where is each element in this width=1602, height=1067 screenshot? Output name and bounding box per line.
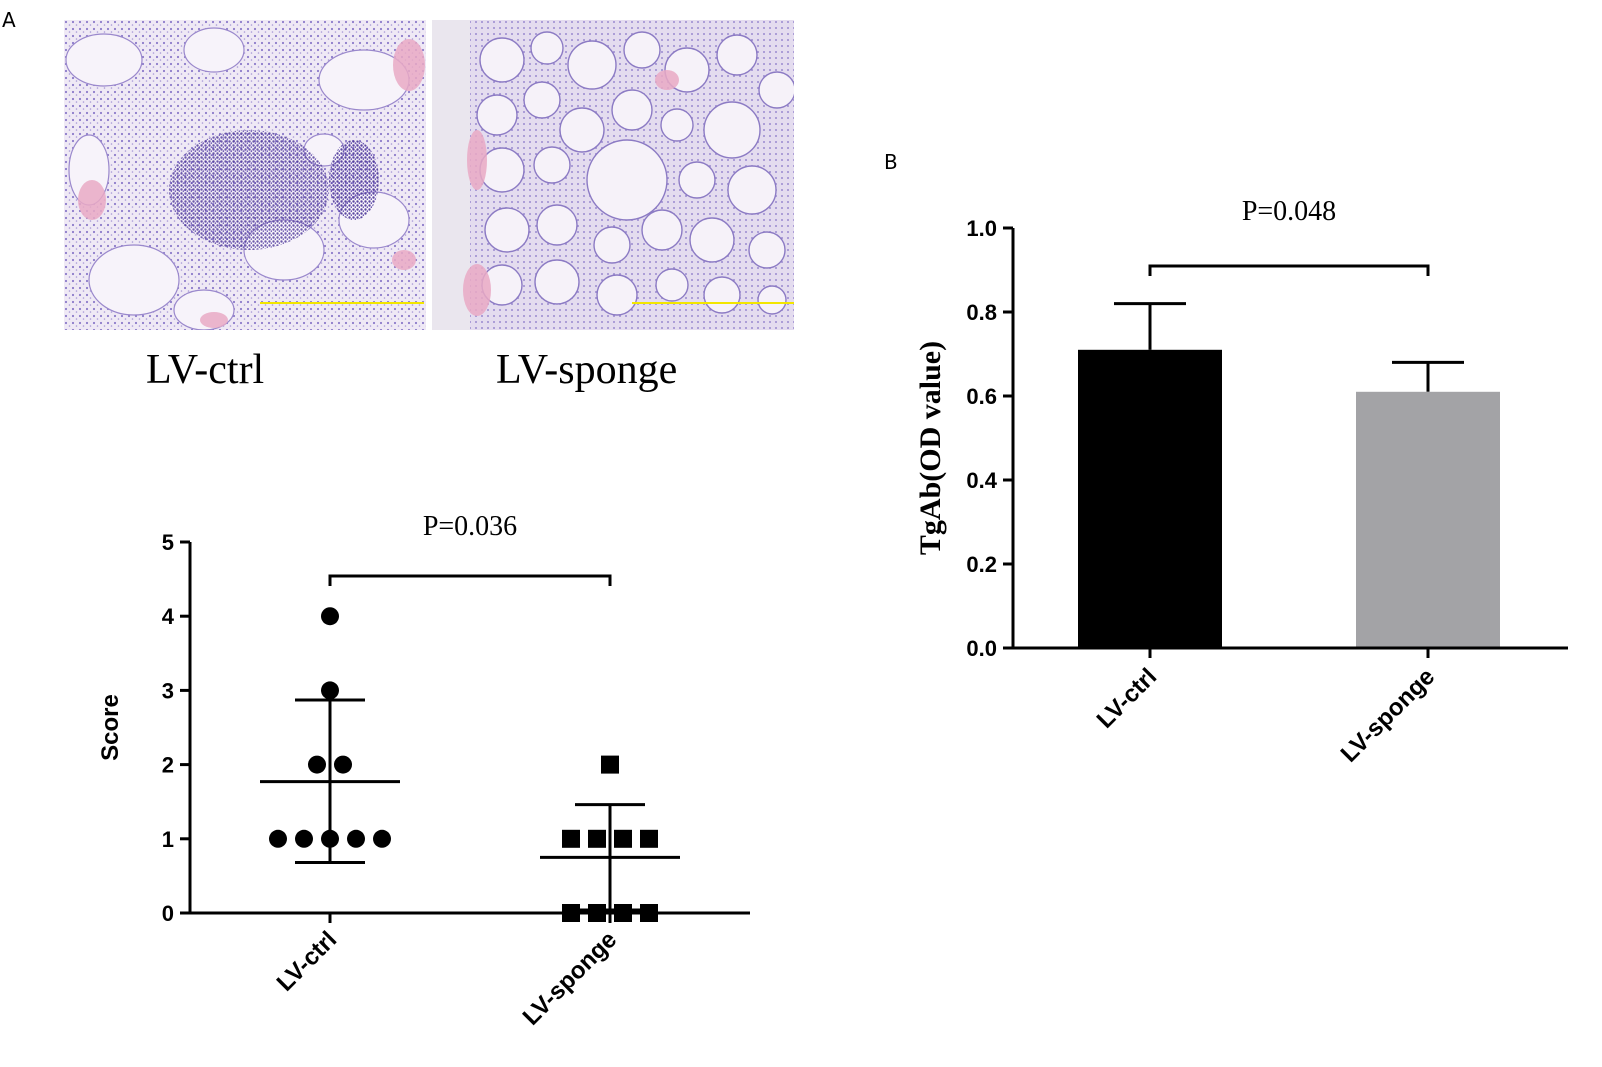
micrograph-lv-sponge — [432, 20, 794, 330]
data-point-lv-ctrl — [334, 755, 352, 774]
data-point-lv-sponge — [614, 904, 632, 922]
data-point-lv-ctrl — [321, 607, 339, 626]
y-axis-title: Score — [97, 694, 124, 761]
y-tick-label: 1 — [162, 827, 174, 852]
data-point-lv-ctrl — [269, 829, 287, 848]
micrograph-lv-ctrl-image — [64, 20, 426, 330]
x-tick-label: LV-ctrl — [1092, 663, 1163, 734]
data-point-lv-sponge — [588, 829, 606, 848]
x-tick-label: LV-sponge — [1336, 663, 1441, 768]
data-point-lv-sponge — [588, 904, 606, 922]
data-point-lv-ctrl — [308, 755, 326, 774]
y-tick-label: 0.0 — [966, 636, 997, 661]
data-point-lv-sponge — [562, 904, 580, 922]
y-tick-label: 2 — [162, 753, 174, 778]
x-tick-label: LV-ctrl — [272, 926, 343, 997]
data-point-lv-sponge — [614, 829, 632, 848]
y-axis-title: TgAb(OD value) — [914, 341, 947, 555]
y-tick-label: 0.2 — [966, 552, 997, 577]
data-point-lv-sponge — [601, 755, 619, 774]
data-point-lv-sponge — [562, 829, 580, 848]
caption-lv-ctrl: LV-ctrl — [146, 347, 265, 393]
panel-b-label: B — [884, 150, 898, 174]
panel-a-label: A — [2, 8, 16, 32]
significance-bracket — [328, 574, 612, 586]
data-point-lv-sponge — [640, 829, 658, 848]
y-tick-label: 3 — [162, 678, 174, 703]
micrograph-lv-ctrl — [64, 20, 426, 330]
data-point-lv-ctrl — [373, 829, 391, 848]
x-tick-label: LV-sponge — [518, 926, 623, 1031]
y-tick-label: 4 — [162, 604, 175, 629]
y-tick-label: 0 — [162, 901, 174, 926]
caption-lv-sponge: LV-sponge — [496, 347, 678, 393]
y-tick-label: 0.4 — [966, 468, 997, 493]
data-point-lv-sponge — [640, 904, 658, 922]
score-scatter-chart: 0 1 2 3 4 5 Score LV-ctrl LV-sponge P=0.036 — [97, 511, 750, 1031]
p-value-annotation: P=0.048 — [1242, 196, 1336, 227]
p-value-annotation: P=0.036 — [423, 511, 517, 542]
bar-lv-ctrl — [1078, 349, 1222, 648]
significance-bracket — [1148, 264, 1430, 276]
data-point-lv-ctrl — [347, 829, 365, 848]
tgab-bar-chart: 0.0 0.2 0.4 0.6 0.8 1.0 TgAb(OD value) LV-ctrl L… — [914, 196, 1568, 768]
data-point-lv-ctrl — [295, 829, 313, 848]
y-tick-label: 1.0 — [966, 216, 997, 241]
y-tick-label: 5 — [162, 530, 174, 555]
data-point-lv-ctrl — [321, 681, 339, 700]
bar-lv-sponge — [1356, 391, 1500, 648]
y-tick-label: 0.6 — [966, 384, 997, 409]
micrograph-lv-sponge-image — [432, 20, 794, 330]
y-tick-label: 0.8 — [966, 300, 997, 325]
